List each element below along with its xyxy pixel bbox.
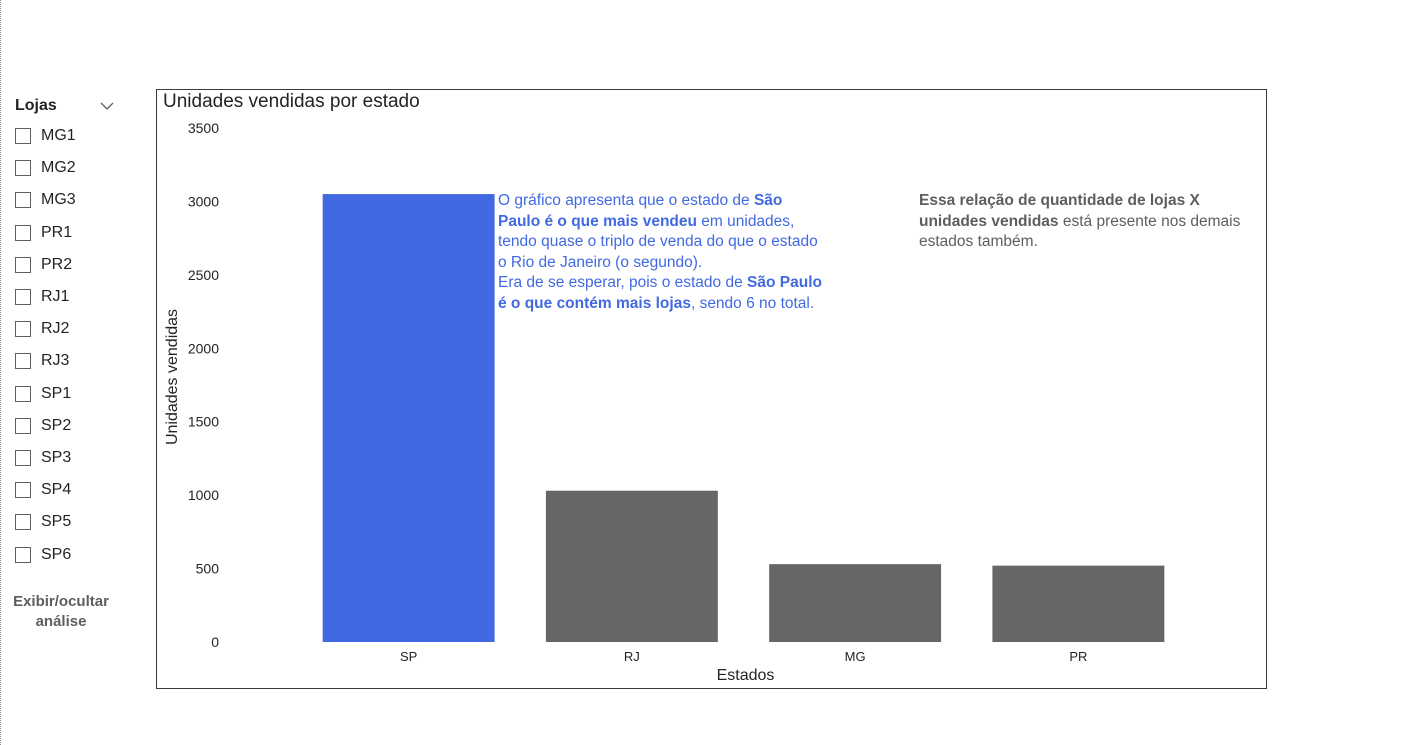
y-tick-label: 2000 [188, 340, 219, 356]
slicer-item-sp1[interactable]: SP1 [15, 378, 115, 410]
slicer-item-label: PR2 [41, 255, 73, 273]
annotation-sp-text-3: Era de se esperar, pois o estado de [498, 274, 748, 291]
checkbox[interactable] [15, 321, 31, 338]
checkbox[interactable] [15, 546, 31, 563]
annotation-other-text: está presente nos demais estados também. [919, 212, 1241, 251]
slicer-item-sp2[interactable]: SP2 [15, 410, 115, 442]
slicer-item-label: SP5 [41, 513, 72, 531]
y-tick-label: 1000 [188, 487, 219, 503]
y-tick-label: 1500 [188, 414, 219, 430]
slicer-item-mg3[interactable]: MG3 [15, 184, 115, 216]
bar-sp[interactable] [322, 194, 495, 642]
slicer-list: MG1 MG2 MG3 PR1 PR2 RJ1 RJ2 RJ3 SP1 SP2 SP3 SP4 SP5 S… [15, 120, 115, 571]
x-axis-label: Estados [717, 667, 775, 684]
slicer-item-label: SP4 [41, 481, 72, 499]
annotation-sp-text-4: , sendo 6 no total. [690, 294, 815, 312]
x-tick-label: SP [400, 649, 417, 664]
slicer-item-pr2[interactable]: PR2 [15, 249, 115, 281]
slicer-item-label: RJ1 [41, 288, 70, 306]
page-border [0, 0, 1, 745]
slicer-title: Lojas [15, 97, 57, 114]
bar-mg[interactable] [769, 564, 942, 642]
y-tick-label: 3500 [188, 120, 219, 136]
checkbox[interactable] [15, 449, 31, 466]
y-axis-label: Unidades vendidas [164, 309, 181, 445]
slicer-item-rj1[interactable]: RJ1 [15, 281, 115, 313]
slicer-header: Lojas [15, 92, 115, 120]
annotation-sp-text-2: em unidades, tendo quase o triplo de ven… [498, 212, 818, 271]
slicer-item-label: MG2 [41, 159, 76, 177]
slicer-item-sp3[interactable]: SP3 [15, 442, 115, 474]
checkbox[interactable] [15, 128, 31, 145]
toggle-analysis-line2: análise [35, 613, 87, 630]
bar-rj[interactable] [545, 490, 718, 642]
slicer-item-rj2[interactable]: RJ2 [15, 313, 115, 345]
annotation-sp: O gráfico apresenta que o estado de São … [498, 191, 828, 314]
chart-visual: Unidades vendidas por estado 0 500 1000 150… [156, 89, 1267, 689]
y-tick-label: 0 [211, 634, 219, 650]
slicer-item-label: SP2 [41, 416, 72, 434]
annotation-other-bold: Essa relação de quantidade de lojas X un… [919, 192, 1200, 230]
checkbox[interactable] [15, 385, 31, 402]
slicer-item-label: SP1 [41, 384, 72, 402]
slicer-item-mg2[interactable]: MG2 [15, 152, 115, 184]
annotation-sp-bold-1: São Paulo é o que mais vendeu [498, 192, 783, 230]
slicer-item-rj3[interactable]: RJ3 [15, 345, 115, 377]
slicer-item-label: PR1 [41, 223, 73, 241]
x-tick-label: PR [1069, 649, 1087, 664]
chevron-down-icon[interactable] [99, 98, 115, 114]
toggle-analysis-line1: Exibir/ocultar [13, 593, 109, 610]
checkbox[interactable] [15, 417, 31, 434]
x-tick-label: MG [845, 649, 866, 664]
checkbox[interactable] [15, 482, 31, 499]
slicer-item-sp4[interactable]: SP4 [15, 474, 115, 506]
bar-pr[interactable] [992, 565, 1165, 642]
checkbox[interactable] [15, 160, 31, 177]
x-tick-label: RJ [624, 649, 640, 664]
chart-title: Unidades vendidas por estado [163, 91, 420, 112]
toggle-analysis-button[interactable]: Exibir/ocultar análise [0, 592, 122, 632]
slicer-item-sp5[interactable]: SP5 [15, 506, 115, 538]
checkbox[interactable] [15, 289, 31, 306]
slicer-item-pr1[interactable]: PR1 [15, 217, 115, 249]
slicer-item-label: RJ3 [41, 352, 70, 370]
checkbox[interactable] [15, 224, 31, 241]
slicer-item-mg1[interactable]: MG1 [15, 120, 115, 152]
annotation-sp-bold-2: São Paulo é o que contém mais lojas [498, 274, 822, 312]
slicer-item-label: SP6 [41, 545, 72, 563]
checkbox[interactable] [15, 353, 31, 370]
slicer-item-label: RJ2 [41, 320, 70, 338]
checkbox[interactable] [15, 514, 31, 531]
y-tick-label: 2500 [188, 267, 219, 283]
slicer-item-sp6[interactable]: SP6 [15, 538, 115, 570]
y-tick-label: 500 [196, 561, 220, 577]
slicer-item-label: SP3 [41, 448, 72, 466]
bar-chart: 0 500 1000 1500 2000 2500 3000 3500 Unidades ven… [164, 120, 1165, 684]
checkbox[interactable] [15, 192, 31, 209]
slicer-item-label: MG3 [41, 191, 76, 209]
checkbox[interactable] [15, 256, 31, 273]
slicer-item-label: MG1 [41, 127, 76, 145]
y-tick-label: 3000 [188, 193, 219, 209]
annotation-other-states: Essa relação de quantidade de lojas X un… [919, 191, 1249, 253]
stores-slicer: Lojas MG1 MG2 MG3 PR1 PR2 RJ1 RJ2 RJ3 SP1 SP2 SP3 S… [15, 92, 115, 571]
annotation-sp-text-1: O gráfico apresenta que o estado de [498, 192, 754, 209]
